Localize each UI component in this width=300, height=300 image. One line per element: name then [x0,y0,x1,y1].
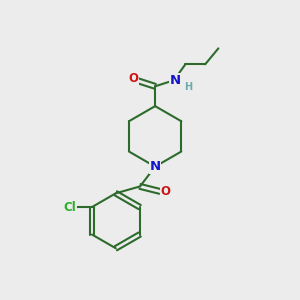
Text: O: O [128,72,138,85]
Text: N: N [169,74,181,87]
Text: H: H [184,82,193,92]
Text: Cl: Cl [63,201,76,214]
Text: O: O [161,185,171,198]
Text: N: N [150,160,161,173]
